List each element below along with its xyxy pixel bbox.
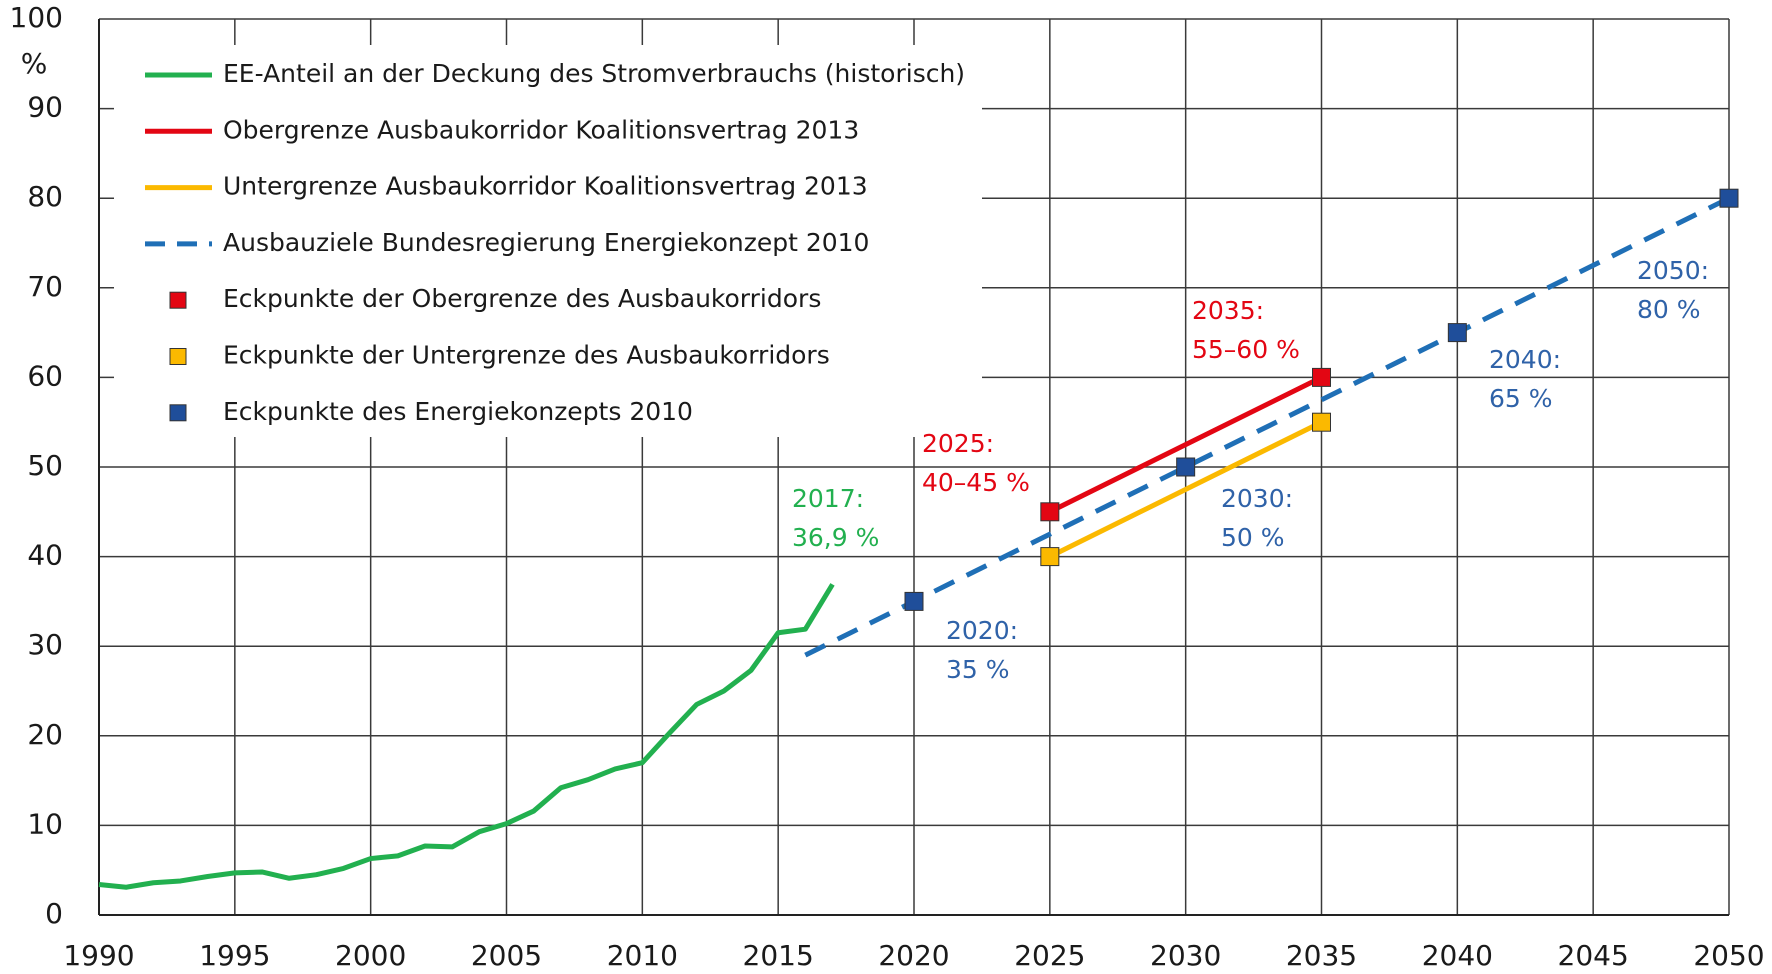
legend-label: EE-Anteil an der Deckung des Stromverbra… [223,59,965,88]
legend-marker [169,291,187,309]
y-tick-label: 40 [27,539,63,572]
marker [1719,188,1739,208]
annotation: 80 % [1637,295,1701,324]
x-tick-label: 2000 [335,939,406,972]
legend-label: Ausbauziele Bundesregierung Energiekonze… [223,228,869,257]
x-tick-label: 2045 [1558,939,1629,972]
annotation: 2017: [792,484,864,513]
y-tick-label: 70 [27,270,63,303]
marker [1176,457,1196,477]
marker [1312,412,1331,432]
annotation: 2040: [1489,345,1561,374]
x-tick-label: 1995 [199,939,270,972]
annotation: 35 % [946,655,1010,684]
legend-label: Eckpunkte der Obergrenze des Ausbaukorri… [223,284,821,313]
series-line [98,583,835,890]
y-tick-label: 50 [27,449,63,482]
marker [1040,547,1060,567]
x-tick-label: 2025 [1014,939,1085,972]
legend-label: Obergrenze Ausbaukorridor Koalitionsvert… [223,115,859,144]
marker [1040,502,1060,522]
annotation: 2050: [1637,256,1709,285]
annotation: 2020: [946,616,1018,645]
x-tick-label: 2005 [471,939,542,972]
target-line [804,195,1731,658]
x-tick-label: 2030 [1150,939,1221,972]
legend-box [114,45,982,437]
x-tick-label: 2050 [1693,939,1764,972]
x-tick-label: 2035 [1286,939,1357,972]
x-tick-label: 2010 [607,939,678,972]
marker [1312,367,1331,387]
x-tick-label: 2015 [743,939,814,972]
y-tick-label: 0 [45,897,63,930]
legend-label: Eckpunkte der Untergrenze des Ausbaukorr… [223,341,830,370]
annotation: 2025: [922,429,994,458]
y-tick-label: 10 [27,807,63,840]
y-unit: % [21,47,48,80]
legend-label: Untergrenze Ausbaukorridor Koalitionsver… [223,172,868,201]
legend: EE-Anteil an der Deckung des Stromverbra… [114,45,982,437]
legend-label: Eckpunkte des Energiekonzepts 2010 [223,397,693,426]
y-tick-label: 100 [10,1,63,34]
x-tick-label: 2040 [1422,939,1493,972]
marker [1447,323,1467,343]
marker [904,591,924,611]
y-tick-label: 20 [27,718,63,751]
y-tick-label: 60 [27,359,63,392]
y-tick-label: 30 [27,628,63,661]
y-tick-label: 80 [27,180,63,213]
legend-marker [169,348,187,365]
series-line [1048,419,1323,559]
annotation: 65 % [1489,384,1553,413]
annotation: 2035: [1192,296,1264,325]
annotation: 40–45 % [922,468,1030,497]
annotation: 50 % [1221,523,1285,552]
y-tick-label: 90 [27,91,63,124]
annotation: 55–60 % [1192,335,1300,364]
series-line [1048,375,1323,515]
x-tick-label: 1990 [63,939,134,972]
x-tick-label: 2020 [878,939,949,972]
legend-marker [169,404,187,422]
annotation: 2030: [1221,484,1293,513]
annotation: 36,9 % [792,523,879,552]
